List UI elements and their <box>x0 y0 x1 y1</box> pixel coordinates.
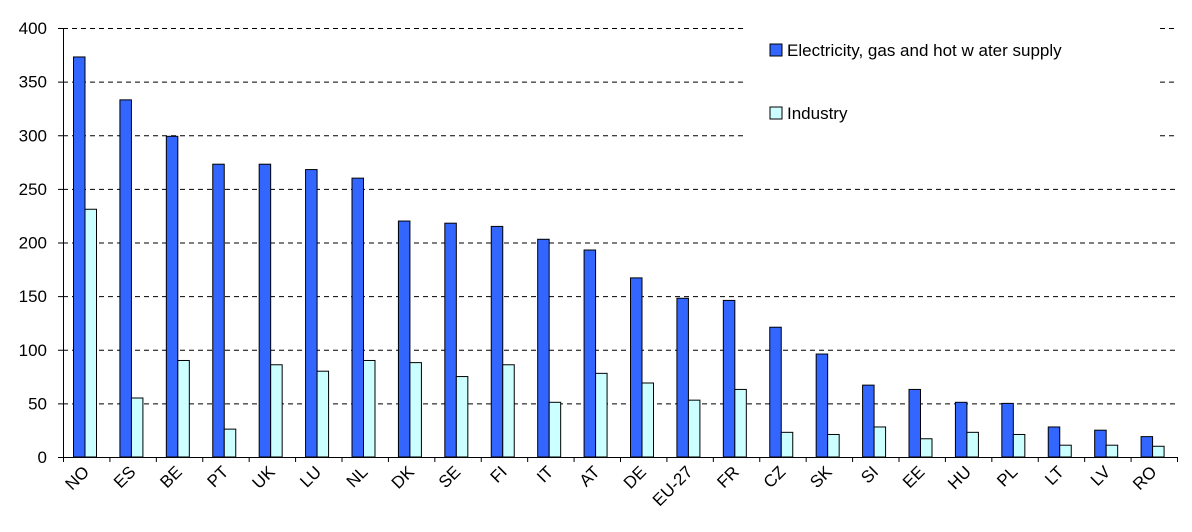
x-tick-label-si: SI <box>857 462 882 487</box>
bar-industry-lv <box>1105 444 1119 458</box>
bar-electricity-fi <box>490 225 504 458</box>
bar-industry-uk <box>270 364 283 458</box>
bar-electricity-lt <box>1047 426 1061 458</box>
bar-electricity-uk <box>258 163 272 458</box>
bar-electricity-lu <box>305 169 318 458</box>
x-tick-label-se: SE <box>435 462 464 491</box>
bar-industry-lu <box>316 370 330 458</box>
x-tick-label-ro: RO <box>1129 462 1160 493</box>
y-tick-label: 150 <box>19 287 47 306</box>
x-tick-label-fi: FI <box>487 462 511 486</box>
bar-industry-se <box>455 376 469 458</box>
x-tick-label-de: DE <box>620 462 650 492</box>
bar-electricity-nl <box>351 177 364 458</box>
x-tick-label-lu: LU <box>296 462 325 491</box>
x-tick-label-it: IT <box>533 462 557 486</box>
x-tick-label-ee: EE <box>899 462 928 491</box>
bar-industry-be <box>177 359 190 458</box>
x-tick-label-hu: HU <box>944 462 975 493</box>
x-tick-label-fr: FR <box>713 462 742 491</box>
bar-industry-pl <box>1012 433 1026 458</box>
bar-electricity-fr <box>722 299 736 458</box>
y-tick-labels: 0 50 100 150 200 250 300 350 400 <box>19 19 47 467</box>
bar-industry-hu <box>966 431 979 458</box>
bar-electricity-de <box>630 277 643 458</box>
x-tick-label-lt: LT <box>1041 462 1068 489</box>
bar-industry-at <box>595 372 608 458</box>
bar-electricity-si <box>862 384 875 458</box>
bar-industry-pt <box>223 428 237 458</box>
y-tick-label: 50 <box>28 394 47 413</box>
x-tick-label-dk: DK <box>388 462 419 493</box>
x-tick-label-be: BE <box>156 462 185 491</box>
legend-label-industry: Industry <box>787 104 848 123</box>
bar-industry-cz <box>780 431 794 458</box>
bar-industry-ro <box>1152 445 1165 458</box>
bar-industry-lt <box>1059 444 1072 458</box>
bar-industry-si <box>873 426 887 458</box>
bar-electricity-se <box>444 222 457 458</box>
bar-industry-eu-27 <box>687 399 701 458</box>
x-tick-label-cz: CZ <box>760 462 789 491</box>
x-tick-label-at: AT <box>576 462 604 490</box>
legend: Electricity, gas and hot w ater supply I… <box>769 41 1062 123</box>
x-tick-label-uk: UK <box>249 462 280 493</box>
legend-swatch-industry <box>769 106 783 120</box>
bar-electricity-ee <box>908 388 921 458</box>
x-tick-label-sk: SK <box>806 462 836 492</box>
bar-industry-fr <box>734 388 747 458</box>
bar-industry-sk <box>827 433 840 458</box>
bar-electricity-pt <box>212 163 225 458</box>
bar-electricity-sk <box>815 353 829 458</box>
bar-electricity-be <box>165 135 179 458</box>
bar-electricity-hu <box>954 401 968 458</box>
bar-electricity-cz <box>769 326 782 458</box>
x-tick-label-pt: PT <box>203 462 232 491</box>
legend-label-electricity: Electricity, gas and hot w ater supply <box>787 41 1062 60</box>
y-tick-label: 0 <box>38 448 47 467</box>
bar-industry-ee <box>920 438 933 458</box>
x-tick-label-es: ES <box>110 462 139 491</box>
legend-swatch-electricity <box>769 43 783 57</box>
bar-electricity-at <box>583 249 597 458</box>
bar-electricity-it <box>537 238 550 458</box>
gridlines <box>63 28 1177 405</box>
bar-electricity-eu-27 <box>676 297 689 458</box>
bar-electricity-pl <box>1001 402 1014 458</box>
bar-electricity-dk <box>397 220 411 458</box>
y-tick-label: 350 <box>19 73 47 92</box>
bar-industry-no <box>84 208 97 458</box>
x-tick-label-eu-27: EU-27 <box>649 462 697 510</box>
y-tick-label: 200 <box>19 234 47 253</box>
bar-industry-nl <box>363 359 376 458</box>
bar-electricity-ro <box>1140 436 1154 458</box>
y-tick-label: 300 <box>19 126 47 145</box>
bar-industry-fi <box>502 364 515 458</box>
y-tick-label: 400 <box>19 19 47 38</box>
x-tick-label-pl: PL <box>993 462 1021 490</box>
y-tick-label: 100 <box>19 341 47 360</box>
bar-electricity-es <box>119 99 132 458</box>
bar-industry-de <box>641 382 654 458</box>
bar-industry-it <box>548 401 562 458</box>
bar-industry-dk <box>409 362 422 458</box>
y-tick-label: 250 <box>19 180 47 199</box>
bar-electricity-no <box>73 56 86 458</box>
bar-electricity-lv <box>1094 429 1107 458</box>
x-tick-label-lv: LV <box>1087 462 1115 490</box>
x-tick-label-nl: NL <box>343 462 372 491</box>
axes <box>58 28 1178 462</box>
x-tick-label-no: NO <box>62 462 93 493</box>
bars <box>73 56 1165 458</box>
bar-industry-es <box>130 397 144 458</box>
